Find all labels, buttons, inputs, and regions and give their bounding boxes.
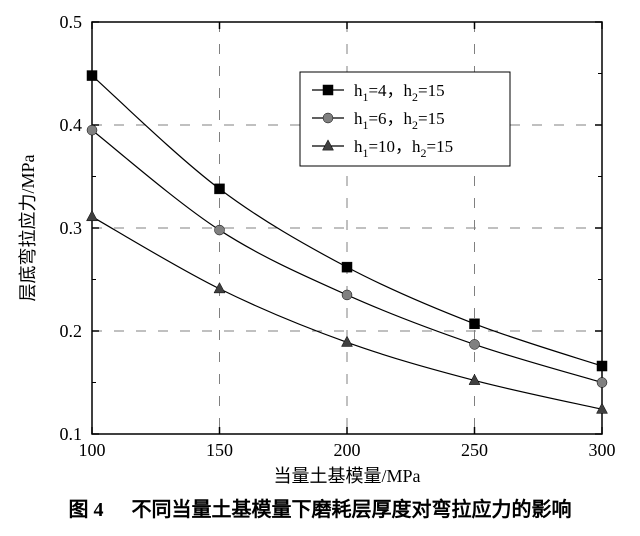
figure-number: 图 4 [69,499,104,521]
stress-chart: 100 150 200 250 300 0.1 0.2 0.3 0.4 0.5 当量土基模量/MPa… [0,0,640,500]
figure-caption: 图 4 不同当量土基模量下磨耗层厚度对弯拉应力的影响 [0,493,640,522]
svg-text:0.1: 0.1 [60,424,83,444]
svg-text:层底弯拉应力/MPa: 层底弯拉应力/MPa [18,154,38,301]
figure-text: 不同当量土基模量下磨耗层厚度对弯拉应力的影响 [132,499,572,521]
svg-text:当量土基模量/MPa: 当量土基模量/MPa [273,466,420,486]
svg-text:0.3: 0.3 [60,218,83,238]
svg-text:0.4: 0.4 [60,115,83,135]
svg-text:150: 150 [206,440,233,460]
svg-text:250: 250 [461,440,488,460]
svg-text:200: 200 [334,440,361,460]
svg-text:0.5: 0.5 [60,12,83,32]
svg-text:100: 100 [79,440,106,460]
svg-text:0.2: 0.2 [60,321,83,341]
svg-text:300: 300 [589,440,616,460]
